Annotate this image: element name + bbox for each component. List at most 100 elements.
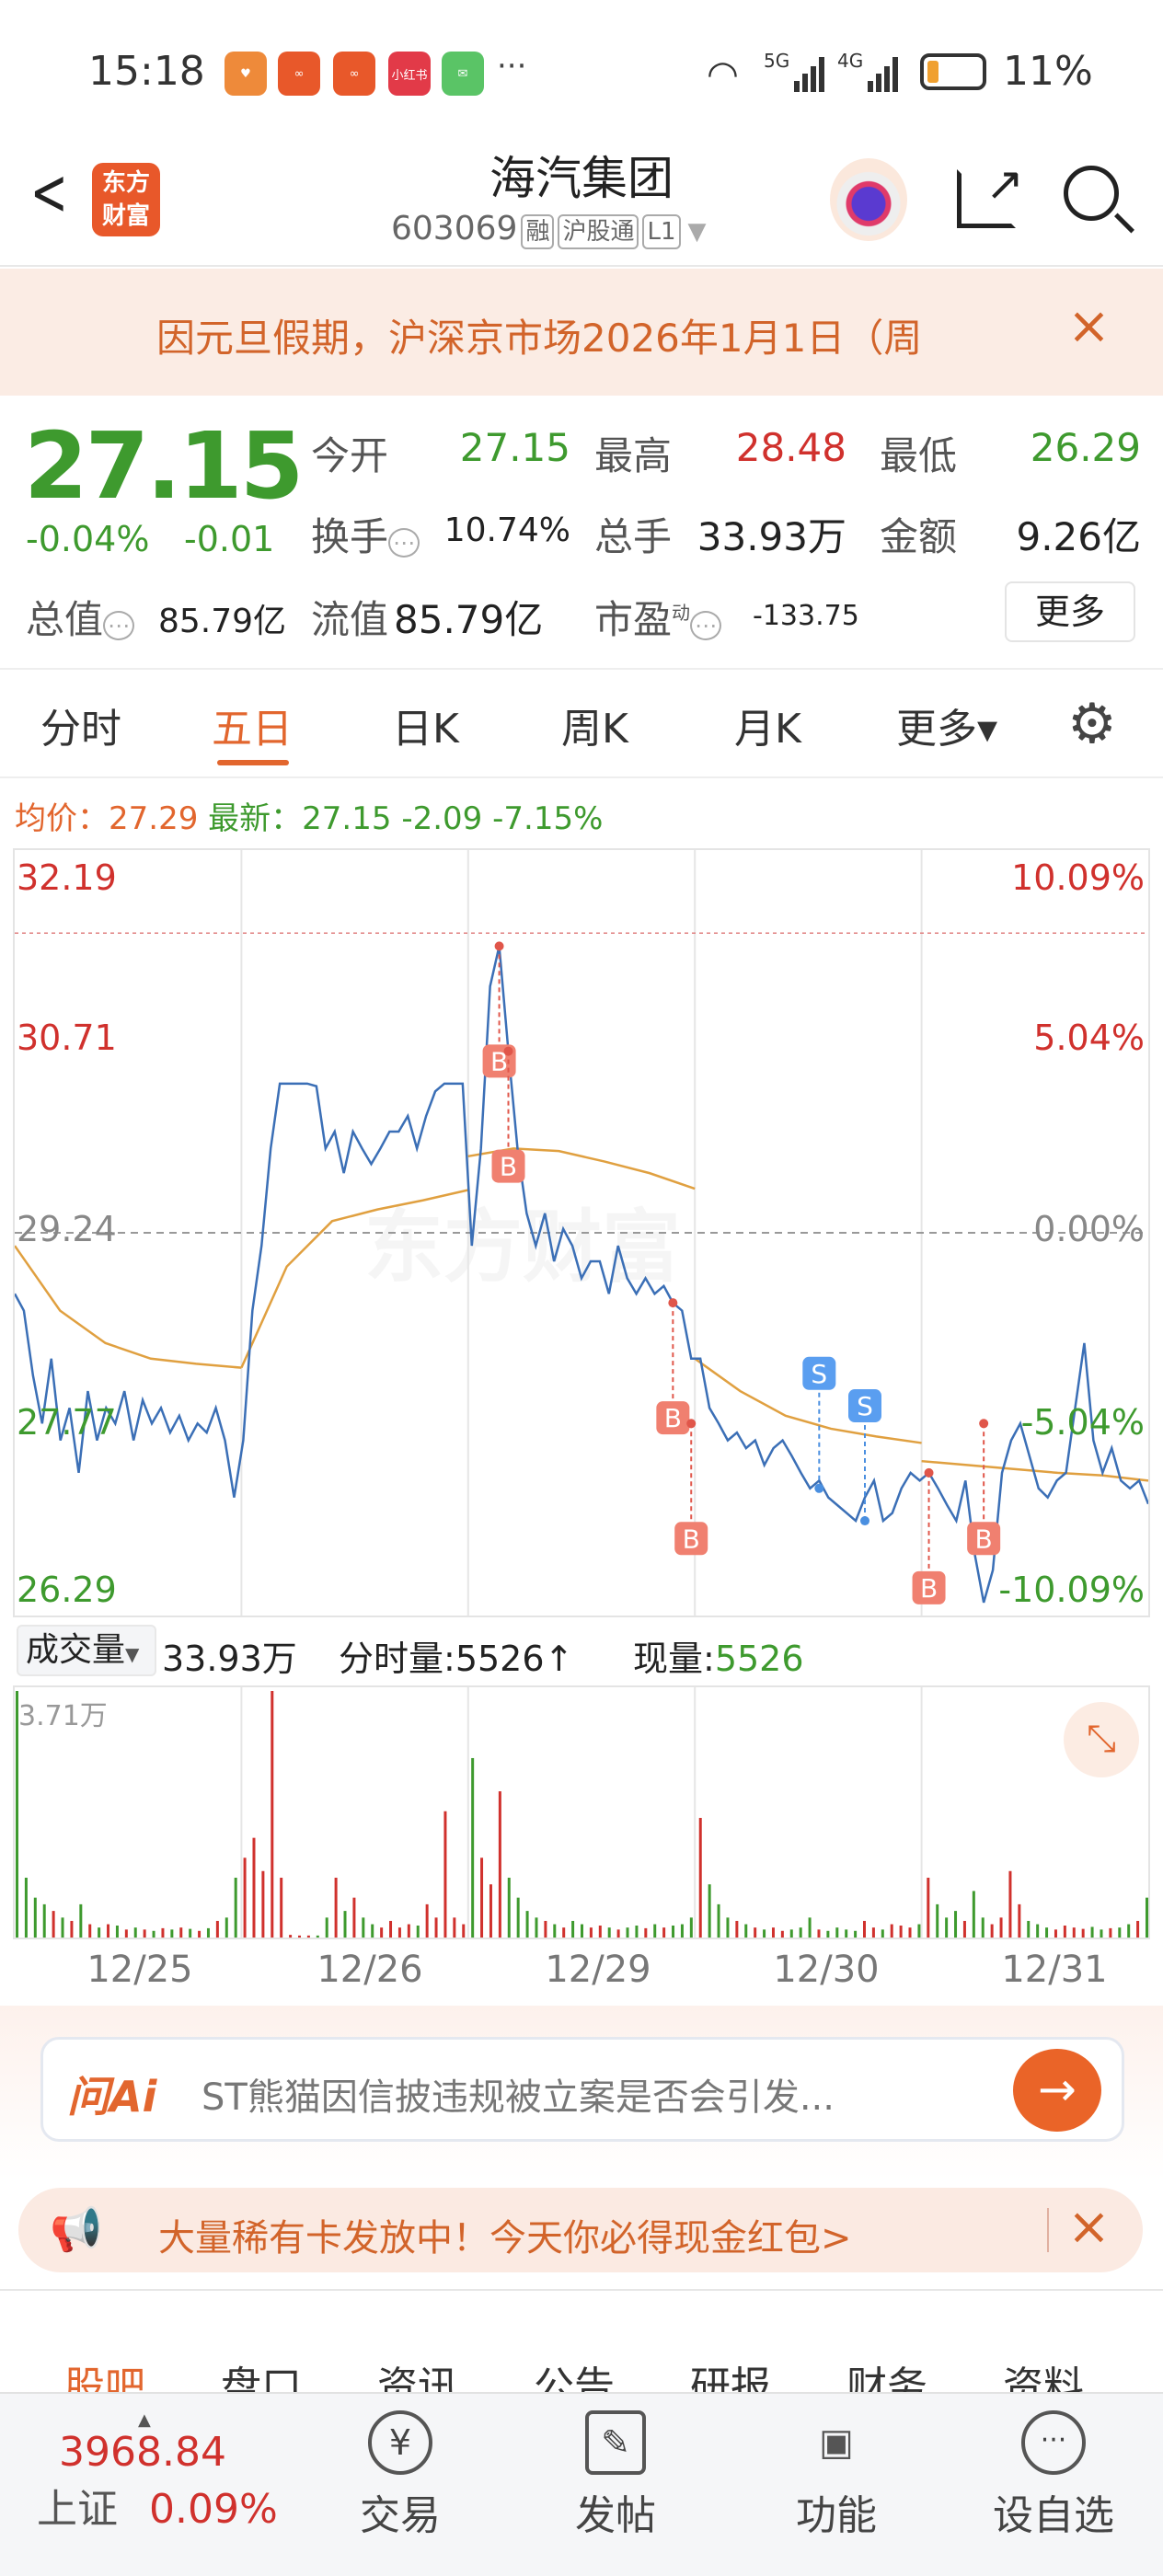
more-quote-button[interactable]: 更多: [1005, 581, 1135, 642]
current-volume: 现量:5526: [633, 1639, 804, 1679]
expand-chart-button[interactable]: ⤡: [1064, 1702, 1139, 1777]
trade-marker-label: S: [857, 1391, 873, 1421]
volume-bar: [107, 1924, 110, 1938]
info-icon: ⋯: [388, 528, 420, 558]
float-cap-value: 85.79亿: [394, 597, 544, 642]
trade-marker-B: [967, 1522, 1001, 1556]
chart-legend: 均价：27.29 最新：27.15 -2.09 -7.15%: [15, 793, 603, 838]
volume-bar: [744, 1924, 748, 1938]
volume-chart[interactable]: 3.71万 ⤡: [13, 1685, 1150, 1939]
pe-label[interactable]: 市盈动 ⋯: [594, 589, 722, 645]
divider: [0, 668, 1163, 670]
x-tick-date: 12/29: [545, 1949, 651, 1991]
app-logo[interactable]: 东方 财富: [92, 163, 160, 236]
ai-submit-button[interactable]: →: [1013, 2049, 1101, 2132]
nav-trade[interactable]: ¥ 交易: [331, 2410, 469, 2541]
search-icon[interactable]: [1064, 166, 1134, 234]
stock-code-row[interactable]: 603069 融沪股通 L1 ▼: [391, 210, 707, 249]
volume-bar: [115, 1925, 119, 1938]
caret-up-icon: ▲: [138, 2410, 151, 2430]
nav-add-watchlist[interactable]: ··· 设自选: [985, 2410, 1123, 2541]
volume-max-label: 3.71万: [18, 1700, 108, 1732]
turnover-label[interactable]: 换手 ⋯: [311, 506, 420, 562]
x-tick-date: 12/31: [1001, 1949, 1108, 1991]
volume-bar: [362, 1917, 365, 1938]
tab-more[interactable]: 更多▾: [896, 706, 998, 753]
index-ticker[interactable]: ▲ 3968.84 上证 0.09%: [37, 2410, 313, 2535]
last-price: 27.15: [24, 412, 304, 520]
trade-marker-B: [491, 1149, 525, 1183]
kuaishou-icon: ∞: [278, 52, 320, 96]
high-label: 最高: [594, 433, 673, 478]
volume-bar: [927, 1877, 930, 1938]
volume-bar: [443, 1811, 447, 1938]
volume-bar: [143, 1929, 146, 1938]
volume-bar: [945, 1917, 949, 1938]
signal-4g-icon: 4G: [837, 50, 899, 92]
nav-functions[interactable]: ▣ 功能: [767, 2410, 905, 2541]
marker-dot: [979, 1419, 989, 1429]
x-tick-date: 12/30: [773, 1949, 880, 1991]
tab-weekly-k[interactable]: 周K: [561, 706, 628, 753]
volume-bar: [306, 1935, 310, 1938]
volume-bar: [280, 1877, 283, 1938]
volume-bar: [689, 1917, 693, 1938]
notice-text: 因元旦假期，沪深京市场2026年1月1日（周: [156, 316, 923, 361]
close-icon[interactable]: ×: [1067, 296, 1111, 356]
volume-bar: [835, 1927, 839, 1938]
promo-banner[interactable]: 📢 大量稀有卡发放中！今天你必得现金红包> ×: [18, 2188, 1143, 2272]
volume-bar: [325, 1917, 328, 1938]
marker-dot: [686, 1419, 697, 1429]
gear-icon[interactable]: ⚙: [1067, 692, 1117, 756]
y-tick-left: 26.29: [17, 1570, 117, 1610]
volume-indicator-select[interactable]: 成交量▼: [17, 1625, 156, 1676]
volume-bar: [616, 1929, 620, 1938]
share-icon[interactable]: ↗: [957, 161, 1024, 228]
volume-bar: [298, 1935, 301, 1938]
y-tick-right: -10.09%: [998, 1570, 1145, 1610]
avg-price-line: [694, 1357, 922, 1444]
volume-bar: [780, 1930, 784, 1938]
wechat-icon: ✉: [442, 52, 484, 96]
market-cap-label[interactable]: 总值 ⋯: [26, 589, 135, 645]
ai-assistant-avatar[interactable]: [830, 158, 907, 241]
volume-bar: [316, 1935, 319, 1938]
health-app-icon: ♥: [225, 52, 267, 96]
volume-bar: [52, 1911, 55, 1938]
logo-text: 东方: [101, 169, 150, 197]
nav-post[interactable]: ✎ 发帖: [547, 2410, 685, 2541]
volume-bar: [343, 1911, 347, 1938]
close-icon[interactable]: ×: [1067, 2197, 1111, 2257]
volume-bar: [644, 1927, 648, 1938]
volume-bar: [206, 1927, 210, 1938]
volume-bar: [808, 1917, 812, 1938]
holiday-notice-banner[interactable]: 因元旦假期，沪深京市场2026年1月1日（周 ×: [0, 269, 1163, 396]
divider: [0, 2289, 1163, 2291]
volume-bar: [1018, 1903, 1021, 1938]
wifi-icon: ◠: [707, 53, 739, 96]
tick-volume: 分时量:5526↑: [339, 1639, 574, 1679]
volume-bar: [161, 1927, 165, 1938]
volume-bar: [289, 1935, 293, 1938]
ai-question-card[interactable]: 问Ai ST熊猫因信披违规被立案是否会引发... →: [40, 2037, 1124, 2142]
y-tick-right: 0.00%: [1033, 1209, 1145, 1249]
volume-bar: [1054, 1929, 1057, 1938]
volume-bar: [581, 1924, 583, 1938]
float-cap-label: 流值: [311, 597, 389, 642]
volume-bar: [225, 1917, 228, 1938]
volume-bar: [61, 1917, 64, 1938]
volume-bar: [1127, 1924, 1131, 1938]
tab-monthly-k[interactable]: 月K: [734, 706, 801, 753]
tab-five-day[interactable]: 五日: [212, 706, 293, 753]
tab-intraday[interactable]: 分时: [40, 706, 121, 753]
volume-bar: [133, 1927, 137, 1938]
volume-bar: [562, 1927, 566, 1938]
trade-marker-label: B: [683, 1524, 700, 1554]
volume-bar: [908, 1927, 912, 1938]
volume-bar: [999, 1917, 1003, 1938]
back-button[interactable]: <: [29, 155, 68, 230]
volume-bar: [1118, 1927, 1122, 1938]
tab-daily-k[interactable]: 日K: [392, 706, 459, 753]
clock: 15:18: [88, 48, 205, 95]
